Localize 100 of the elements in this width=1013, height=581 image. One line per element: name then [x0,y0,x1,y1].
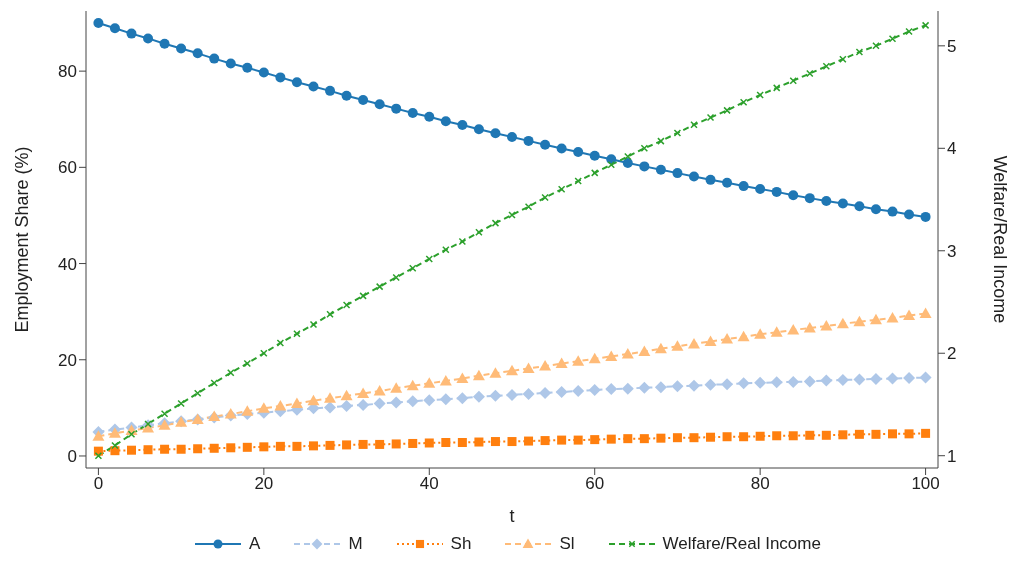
point [143,33,154,44]
point [706,113,715,122]
point [555,357,568,369]
point [472,369,485,381]
point [539,386,552,399]
point [308,81,319,92]
point [359,292,367,300]
point [375,282,384,291]
point [473,124,484,135]
point [324,392,337,403]
point [704,378,717,391]
point [126,28,137,39]
y2-tick-label: 3 [947,241,957,261]
point [340,389,353,401]
point [176,43,187,54]
point [522,362,535,373]
x-tick-label: 40 [419,474,439,494]
point [373,397,386,410]
point [307,394,320,406]
point [722,177,733,188]
y2-tick-label: 5 [947,36,957,56]
y2-tick-label: 4 [947,139,957,159]
point [836,317,849,329]
point [657,137,665,145]
point [590,435,600,445]
point [605,383,618,396]
point [606,434,616,444]
point [226,443,236,453]
point [919,307,932,319]
point [886,372,899,385]
point [572,355,585,366]
point [605,350,618,361]
point [903,372,916,385]
y2-tick-label: 1 [947,446,957,466]
point [325,440,335,450]
point [209,443,219,453]
point [507,437,517,447]
point [341,90,352,101]
point [804,193,815,204]
point [820,374,833,387]
point [656,433,666,443]
point [621,347,634,359]
point [854,201,865,212]
point [523,135,534,146]
point [588,352,601,364]
point [241,405,254,416]
point [357,387,370,398]
point [839,55,847,63]
point [755,431,765,441]
point [93,18,104,29]
point [573,435,583,445]
point [472,390,485,403]
point [406,379,419,391]
point [109,23,120,34]
point [424,438,434,448]
point [557,435,567,445]
y-tick-label: 40 [58,254,77,274]
point [770,326,783,337]
point [309,320,318,329]
point [721,333,734,344]
point [324,401,337,414]
point [507,132,517,143]
point [854,429,864,439]
point [489,367,502,378]
point [209,53,220,64]
point [853,315,866,327]
point [506,388,518,401]
point [871,429,881,439]
point [837,198,848,209]
point [573,146,584,157]
point [506,364,518,376]
point [357,398,370,411]
point [921,428,931,438]
point [639,434,649,444]
y2-tick-label: 2 [947,344,957,364]
point [572,385,585,398]
point [391,103,402,114]
point [374,99,385,110]
point [308,441,318,451]
point [706,432,716,442]
point [407,107,418,118]
point [904,429,914,439]
point [638,381,651,394]
point [821,196,832,207]
point [822,62,831,71]
point [737,330,750,342]
point [144,420,152,428]
point [457,438,467,447]
point [242,62,253,73]
y-tick-label: 0 [67,447,77,467]
point [456,392,469,405]
point [803,322,816,333]
y-tick-label: 60 [58,158,77,178]
point [555,385,568,398]
point [689,433,699,443]
point [904,209,915,220]
point [721,378,734,391]
point [739,432,749,442]
point [588,384,601,397]
point [870,204,881,215]
